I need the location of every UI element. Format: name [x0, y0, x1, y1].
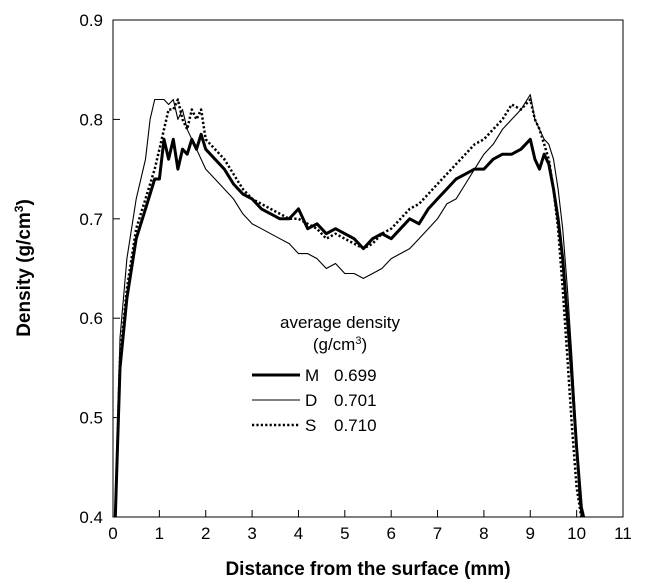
legend-value-D: 0.701 — [334, 391, 377, 410]
legend-label-D: D — [305, 391, 317, 410]
series-line-M — [113, 132, 586, 518]
legend: average density (g/cm3) M 0.699 D 0.701 S 0.7… — [252, 313, 401, 435]
y-tick-label: 0.6 — [79, 309, 103, 328]
series-layer — [113, 94, 586, 518]
y-axis-ticks: 0.4 0.5 0.6 0.7 0.8 0.9 — [79, 11, 120, 527]
y-axis-title-main: Density (g/cm — [14, 212, 35, 337]
x-tick-label: 7 — [433, 524, 442, 543]
x-tick-label: 3 — [247, 524, 256, 543]
x-tick-label: 8 — [479, 524, 488, 543]
legend-title-unit-main: (g/cm — [313, 335, 356, 354]
x-tick-label: 1 — [155, 524, 164, 543]
y-tick-label: 0.9 — [79, 11, 103, 30]
x-tick-label: 2 — [201, 524, 210, 543]
x-tick-label: 11 — [614, 524, 632, 543]
legend-title-line1: average density — [280, 313, 401, 332]
y-axis-title-tail: ) — [14, 199, 35, 205]
y-axis-title: Density (g/cm3) — [12, 199, 35, 337]
x-tick-label: 9 — [526, 524, 535, 543]
x-tick-label: 10 — [567, 524, 586, 543]
y-tick-label: 0.7 — [79, 210, 103, 229]
legend-value-M: 0.699 — [334, 366, 377, 385]
legend-label-M: M — [305, 366, 319, 385]
plot-frame — [112, 19, 624, 518]
legend-entries: M 0.699 D 0.701 S 0.710 — [252, 366, 377, 435]
x-tick-label: 4 — [294, 524, 303, 543]
series-line-S — [114, 98, 583, 518]
y-tick-label: 0.5 — [79, 409, 103, 428]
y-tick-label: 0.8 — [79, 110, 103, 129]
legend-title-unit-sup: 3 — [355, 335, 361, 347]
x-axis-ticks: 0 1 2 3 4 5 6 7 8 9 10 11 — [108, 510, 632, 543]
x-tick-label: 5 — [340, 524, 349, 543]
plot-area-border — [112, 19, 624, 518]
x-axis-title: Distance from the surface (mm) — [225, 559, 510, 580]
legend-value-S: 0.710 — [334, 416, 377, 435]
legend-title-line2: (g/cm3) — [313, 335, 367, 354]
y-tick-label: 0.4 — [79, 508, 103, 527]
y-axis-title-sup: 3 — [12, 205, 26, 212]
x-tick-label: 0 — [108, 524, 117, 543]
x-tick-label: 6 — [386, 524, 395, 543]
series-line-D — [114, 94, 582, 518]
legend-label-S: S — [305, 416, 316, 435]
legend-title-unit-tail: ) — [361, 335, 367, 354]
